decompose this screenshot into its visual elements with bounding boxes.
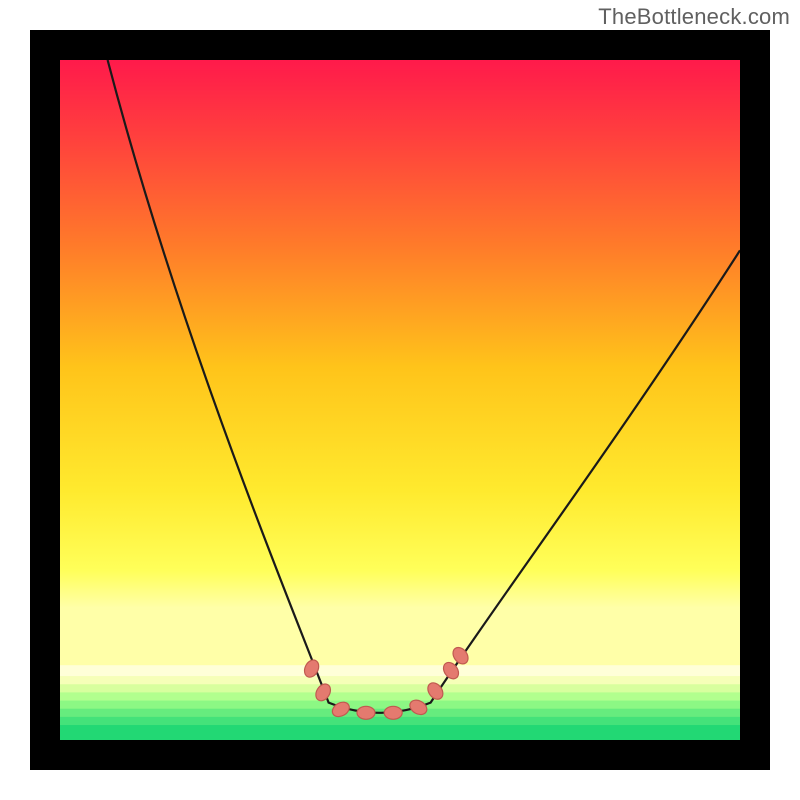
green-band	[60, 692, 740, 701]
canvas: TheBottleneck.com	[0, 0, 800, 800]
watermark-text: TheBottleneck.com	[598, 4, 790, 30]
gradient-background	[60, 60, 740, 675]
green-band	[60, 676, 740, 685]
green-band	[60, 665, 740, 676]
bottleneck-chart	[60, 60, 740, 740]
plot-area	[60, 60, 740, 740]
green-band	[60, 684, 740, 693]
green-band	[60, 725, 740, 740]
green-band	[60, 717, 740, 726]
bead-segment	[357, 706, 375, 719]
bead-segment	[384, 706, 402, 719]
